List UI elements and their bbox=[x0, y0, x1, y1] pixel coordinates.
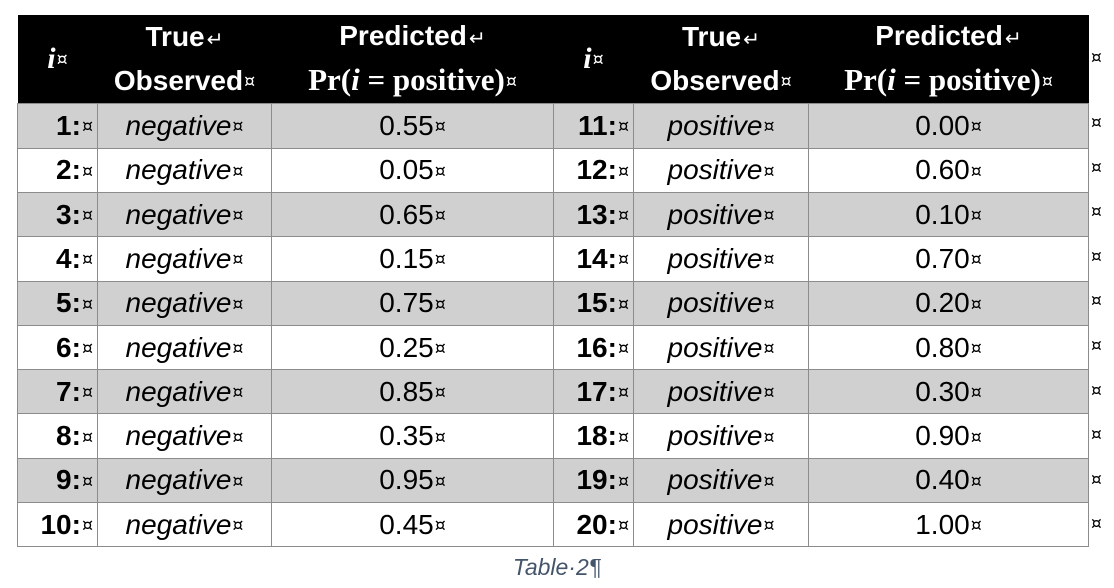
end-of-row-mark: ¤ bbox=[1091, 202, 1102, 223]
table-body: 1:¤ negative¤ 0.55¤ 11:¤ positive¤ 0.00¤ 2:¤ ne… bbox=[17, 103, 1089, 548]
row-index-cell: 19:¤ bbox=[553, 457, 634, 504]
row-index-cell: 3:¤ bbox=[17, 191, 98, 238]
row-index-cell: 5:¤ bbox=[17, 280, 98, 326]
observed-cell: negative¤ bbox=[97, 502, 272, 548]
end-of-row-mark: ¤ bbox=[1091, 425, 1102, 446]
observed-cell: negative¤ bbox=[97, 457, 272, 504]
row-index-cell: 4:¤ bbox=[17, 236, 98, 282]
end-of-row-mark: ¤ bbox=[1091, 335, 1102, 356]
predicted-cell: 0.95¤ bbox=[271, 457, 554, 504]
predicted-cell: 0.10¤ bbox=[808, 191, 1089, 238]
predicted-cell: 0.45¤ bbox=[271, 502, 554, 548]
row-index-cell: 10:¤ bbox=[17, 502, 98, 548]
table-row: 5:¤ negative¤ 0.75¤ 15:¤ positive¤ 0.20¤ bbox=[17, 280, 1089, 326]
observed-cell: positive¤ bbox=[633, 191, 809, 238]
end-of-row-mark: ¤ bbox=[1091, 246, 1102, 267]
probability-formula: Pr(i = positive) bbox=[308, 62, 505, 97]
predicted-cell: 0.65¤ bbox=[271, 191, 554, 238]
observed-cell: negative¤ bbox=[97, 413, 272, 459]
header-true-observed: True↵ Observed¤ bbox=[113, 20, 256, 96]
row-index-cell: 18:¤ bbox=[553, 413, 634, 459]
predicted-cell: 0.00¤ bbox=[808, 103, 1089, 149]
observed-cell: negative¤ bbox=[97, 324, 272, 371]
row-index-cell: 20:¤ bbox=[553, 502, 634, 548]
row-end-marks: ¤ ¤ ¤ ¤ ¤ ¤ ¤ ¤ ¤ ¤ ¤ bbox=[1088, 15, 1114, 547]
observed-cell: positive¤ bbox=[633, 457, 809, 504]
end-of-row-mark: ¤ bbox=[1091, 514, 1102, 535]
table-row: 8:¤ negative¤ 0.35¤ 18:¤ positive¤ 0.90¤ bbox=[17, 413, 1089, 459]
row-index-cell: 9:¤ bbox=[17, 457, 98, 504]
observed-cell: positive¤ bbox=[633, 103, 809, 149]
row-index-cell: 2:¤ bbox=[17, 147, 98, 194]
predicted-cell: 0.40¤ bbox=[808, 457, 1089, 504]
header-predicted-2: Predicted↵ Pr(i = positive)¤ bbox=[844, 20, 1053, 97]
table-row: 3:¤ negative¤ 0.65¤ 13:¤ positive¤ 0.10¤ bbox=[17, 191, 1089, 238]
row-index-cell: 17:¤ bbox=[553, 369, 634, 415]
header-true-observed-2: True↵ Observed¤ bbox=[650, 20, 792, 96]
prediction-table: i¤ True↵ Observed¤ Predicted↵ Pr(i = posit… bbox=[17, 15, 1089, 548]
predicted-cell: 0.90¤ bbox=[808, 413, 1089, 459]
table-row: 10:¤ negative¤ 0.45¤ 20:¤ positive¤ 1.00¤ bbox=[17, 502, 1089, 548]
predicted-cell: 0.55¤ bbox=[271, 103, 554, 149]
end-of-row-mark: ¤ bbox=[1091, 113, 1102, 133]
end-of-row-mark: ¤ bbox=[1091, 291, 1102, 312]
end-of-row-mark: ¤ bbox=[1091, 469, 1102, 490]
table-row: 2:¤ negative¤ 0.05¤ 12:¤ positive¤ 0.60¤ bbox=[17, 147, 1089, 194]
table-row: 6:¤ negative¤ 0.25¤ 16:¤ positive¤ 0.80¤ bbox=[17, 324, 1089, 371]
observed-cell: positive¤ bbox=[633, 369, 809, 415]
row-index-cell: 6:¤ bbox=[17, 324, 98, 371]
probability-formula-2: Pr(i = positive) bbox=[844, 62, 1041, 97]
observed-cell: negative¤ bbox=[97, 369, 272, 415]
row-index-cell: 13:¤ bbox=[553, 191, 634, 238]
observed-cell: negative¤ bbox=[97, 191, 272, 238]
end-of-row-mark: ¤ bbox=[1091, 48, 1102, 68]
row-index-cell: 11:¤ bbox=[553, 103, 634, 149]
document-page: i¤ True↵ Observed¤ Predicted↵ Pr(i = posit… bbox=[17, 15, 1089, 548]
predicted-cell: 0.25¤ bbox=[271, 324, 554, 371]
predicted-cell: 0.70¤ bbox=[808, 236, 1089, 282]
table-row: 7:¤ negative¤ 0.85¤ 17:¤ positive¤ 0.30¤ bbox=[17, 369, 1089, 415]
row-index-cell: 16:¤ bbox=[553, 324, 634, 371]
row-index-cell: 12:¤ bbox=[553, 147, 634, 194]
header-i: i¤ bbox=[47, 41, 68, 75]
predicted-cell: 0.15¤ bbox=[271, 236, 554, 282]
table-caption: Table·2¶ bbox=[512, 554, 602, 580]
observed-cell: negative¤ bbox=[97, 236, 272, 282]
observed-cell: positive¤ bbox=[633, 147, 809, 194]
row-index-cell: 8:¤ bbox=[17, 413, 98, 459]
end-of-row-mark: ¤ bbox=[1091, 380, 1102, 401]
table-row: 1:¤ negative¤ 0.55¤ 11:¤ positive¤ 0.00¤ bbox=[17, 103, 1089, 149]
observed-cell: positive¤ bbox=[633, 236, 809, 282]
header-predicted: Predicted↵ Pr(i = positive)¤ bbox=[308, 20, 517, 97]
table-row: 4:¤ negative¤ 0.15¤ 14:¤ positive¤ 0.70¤ bbox=[17, 236, 1089, 282]
table-row: 9:¤ negative¤ 0.95¤ 19:¤ positive¤ 0.40¤ bbox=[17, 457, 1089, 504]
predicted-cell: 1.00¤ bbox=[808, 502, 1089, 548]
predicted-cell: 0.75¤ bbox=[271, 280, 554, 326]
predicted-cell: 0.80¤ bbox=[808, 324, 1089, 371]
header-i-2: i¤ bbox=[583, 41, 604, 75]
predicted-cell: 0.60¤ bbox=[808, 147, 1089, 194]
observed-cell: positive¤ bbox=[633, 324, 809, 371]
observed-cell: positive¤ bbox=[633, 413, 809, 459]
observed-cell: negative¤ bbox=[97, 147, 272, 194]
header-row: i¤ True↵ Observed¤ Predicted↵ Pr(i = posit… bbox=[17, 15, 1089, 104]
row-index-cell: 7:¤ bbox=[17, 369, 98, 415]
predicted-cell: 0.35¤ bbox=[271, 413, 554, 459]
row-index-cell: 1:¤ bbox=[17, 103, 98, 149]
predicted-cell: 0.85¤ bbox=[271, 369, 554, 415]
table-header: i¤ True↵ Observed¤ Predicted↵ Pr(i = posit… bbox=[17, 15, 1089, 104]
row-index-cell: 14:¤ bbox=[553, 236, 634, 282]
observed-cell: negative¤ bbox=[97, 280, 272, 326]
predicted-cell: 0.30¤ bbox=[808, 369, 1089, 415]
observed-cell: negative¤ bbox=[97, 103, 272, 149]
row-index-cell: 15:¤ bbox=[553, 280, 634, 326]
observed-cell: positive¤ bbox=[633, 280, 809, 326]
predicted-cell: 0.05¤ bbox=[271, 147, 554, 194]
predicted-cell: 0.20¤ bbox=[808, 280, 1089, 326]
observed-cell: positive¤ bbox=[633, 502, 809, 548]
end-of-row-mark: ¤ bbox=[1091, 157, 1102, 178]
